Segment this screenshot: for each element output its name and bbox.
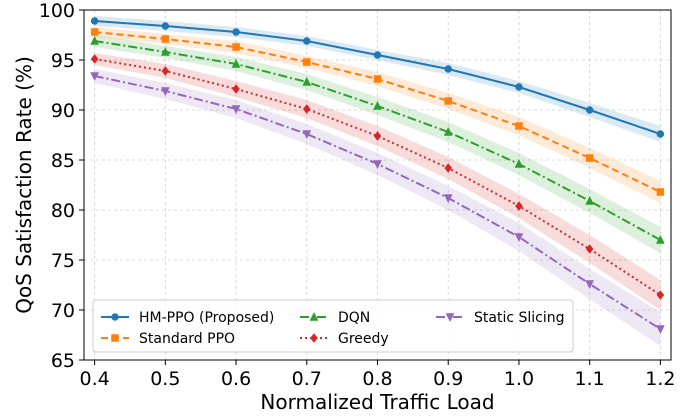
point-hm-ppo-proposed <box>585 106 594 114</box>
x-tick-label: 0.9 <box>433 368 463 390</box>
y-tick-label: 70 <box>51 300 75 322</box>
legend-item: Standard PPO <box>101 331 235 347</box>
point-hm-ppo-proposed <box>656 130 665 138</box>
point-greedy <box>373 131 382 141</box>
x-axis-title: Normalized Traffic Load <box>260 390 494 414</box>
point-dqn <box>443 126 453 136</box>
point-static-slicing <box>231 105 241 115</box>
legend-marker <box>111 313 119 321</box>
point-dqn <box>655 234 665 244</box>
point-hm-ppo-proposed <box>232 28 240 36</box>
point-static-slicing <box>443 194 453 204</box>
point-standard-ppo <box>90 28 99 36</box>
point-standard-ppo <box>303 58 311 66</box>
point-dqn <box>160 46 170 56</box>
line-greedy <box>94 58 661 296</box>
x-tick-label: 1.0 <box>504 368 534 390</box>
legend-box <box>92 299 574 353</box>
point-greedy <box>302 104 311 114</box>
point-dqn <box>231 58 241 68</box>
legend-label: DQN <box>338 310 370 326</box>
point-dqn <box>302 76 312 86</box>
legend-label: Standard PPO <box>139 331 235 347</box>
point-dqn <box>514 158 524 168</box>
point-standard-ppo <box>161 35 170 43</box>
y-tick-label: 100 <box>39 0 75 22</box>
y-axis-title: QoS Satisfaction Rate (%) <box>12 56 36 314</box>
x-tick-label: 0.5 <box>150 368 180 390</box>
point-hm-ppo-proposed <box>90 17 99 25</box>
point-greedy <box>656 290 665 300</box>
y-axis-ticks: 65 70 75 80 85 90 95 100 <box>39 0 84 372</box>
y-tick-label: 80 <box>51 200 75 222</box>
point-static-slicing <box>302 130 312 140</box>
point-greedy <box>90 54 99 64</box>
band-hm-ppo-proposed <box>94 16 661 142</box>
point-greedy <box>232 84 240 94</box>
legend-label: Static Slicing <box>474 310 565 326</box>
x-axis-ticks: 0.4 0.5 0.6 0.7 0.8 0.9 1.0 1.1 1.2 <box>79 360 676 390</box>
point-hm-ppo-proposed <box>373 51 382 59</box>
legend-label: Greedy <box>338 331 389 347</box>
x-tick-label: 0.8 <box>362 368 392 390</box>
point-static-slicing <box>655 325 665 335</box>
point-greedy <box>444 163 453 173</box>
legend-item: HM-PPO (Proposed) <box>101 310 274 326</box>
x-tick-label: 1.1 <box>575 368 605 390</box>
series-static-slicing <box>90 72 665 335</box>
point-dqn <box>373 100 382 110</box>
x-tick-label: 1.2 <box>645 368 675 390</box>
y-tick-label: 65 <box>51 350 75 372</box>
point-static-slicing <box>514 233 524 243</box>
point-standard-ppo <box>656 188 665 196</box>
point-greedy <box>585 244 594 254</box>
y-tick-label: 90 <box>51 100 75 122</box>
point-hm-ppo-proposed <box>161 22 170 30</box>
point-hm-ppo-proposed <box>515 83 523 91</box>
point-dqn <box>90 35 100 45</box>
legend-item: Greedy <box>300 331 389 347</box>
point-standard-ppo <box>373 75 382 83</box>
point-dqn <box>585 195 595 205</box>
point-standard-ppo <box>585 154 594 162</box>
point-static-slicing <box>90 72 100 82</box>
legend: HM-PPO (Proposed) Standard PPO DQN Greedy St… <box>92 299 574 353</box>
point-greedy <box>161 66 170 76</box>
legend-marker <box>309 311 319 321</box>
point-hm-ppo-proposed <box>303 37 311 45</box>
series-greedy <box>90 54 665 300</box>
legend-marker <box>310 333 318 343</box>
point-hm-ppo-proposed <box>444 65 452 73</box>
point-static-slicing <box>160 87 170 97</box>
series-dqn <box>90 35 665 244</box>
y-tick-label: 85 <box>51 150 75 172</box>
x-tick-label: 0.4 <box>79 368 109 390</box>
legend-label: HM-PPO (Proposed) <box>139 310 274 326</box>
confidence-bands <box>94 16 661 346</box>
y-tick-label: 95 <box>51 50 75 72</box>
legend-item: Static Slicing <box>436 310 565 326</box>
point-greedy <box>515 201 523 211</box>
legend-item: DQN <box>300 310 370 326</box>
y-tick-label: 75 <box>51 250 75 272</box>
point-static-slicing <box>373 160 382 170</box>
point-standard-ppo <box>444 97 452 105</box>
legend-marker <box>111 334 119 342</box>
series-standard-ppo <box>90 28 665 196</box>
point-standard-ppo <box>515 122 523 130</box>
series-lines <box>90 17 665 335</box>
point-static-slicing <box>585 280 595 290</box>
x-tick-label: 0.7 <box>292 368 322 390</box>
legend-marker <box>445 313 455 323</box>
x-tick-label: 0.6 <box>221 368 251 390</box>
point-standard-ppo <box>232 43 240 51</box>
series-hm-ppo-proposed <box>90 17 665 138</box>
